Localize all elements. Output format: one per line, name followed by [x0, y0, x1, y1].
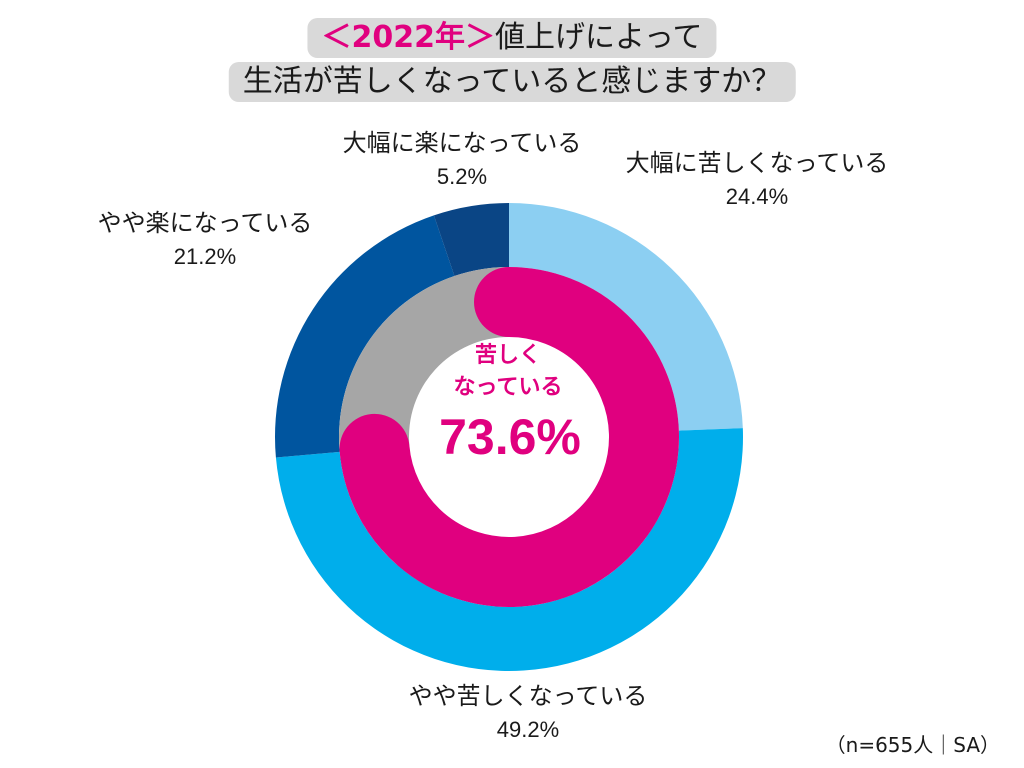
center-label-line2: なっている [454, 375, 563, 400]
label-somewhat-harder-pct: 49.2% [496, 717, 560, 742]
center-label-line1: 苦しく [475, 343, 541, 368]
title-year-tag: ＜2022年＞ [321, 20, 495, 55]
outer-slice-greatly-easier [433, 203, 509, 276]
chart-title-line1: ＜2022年＞値上げによって [307, 18, 717, 58]
center-value: 73.6% [439, 409, 581, 465]
outer-slice-greatly-harder [509, 203, 743, 431]
chart-title-line2: 生活が苦しくなっていると感じますか？ [228, 62, 796, 102]
label-somewhat-harder-name: やや苦しくなっている [408, 682, 648, 710]
inner-ring [339, 267, 679, 607]
label-greatly-harder-pct: 24.4% [725, 184, 789, 209]
outer-slice-somewhat-easier [274, 215, 455, 458]
outer-slice-somewhat-harder [275, 428, 743, 672]
label-somewhat-easier-pct: 21.2% [173, 244, 237, 269]
label-greatly-easier-name: 大幅に楽になっている [342, 129, 582, 157]
title-line1-text: 値上げによって [494, 20, 703, 55]
label-somewhat-easier: やや楽になっている 21.2% [75, 206, 335, 274]
outer-ring [274, 203, 743, 672]
label-greatly-easier-pct: 5.2% [436, 164, 488, 189]
label-somewhat-harder: やや苦しくなっている 49.2% [383, 679, 673, 747]
label-greatly-harder: 大幅に苦しくなっている 24.4% [612, 146, 902, 214]
label-greatly-harder-name: 大幅に苦しくなっている [625, 149, 889, 177]
label-somewhat-easier-name: やや楽になっている [97, 209, 313, 237]
inner-slice-harder [339, 267, 679, 607]
sample-note: （n=655人｜SA） [825, 733, 1000, 757]
inner-slice-easier [339, 267, 509, 452]
label-greatly-easier: 大幅に楽になっている 5.2% [322, 126, 602, 194]
